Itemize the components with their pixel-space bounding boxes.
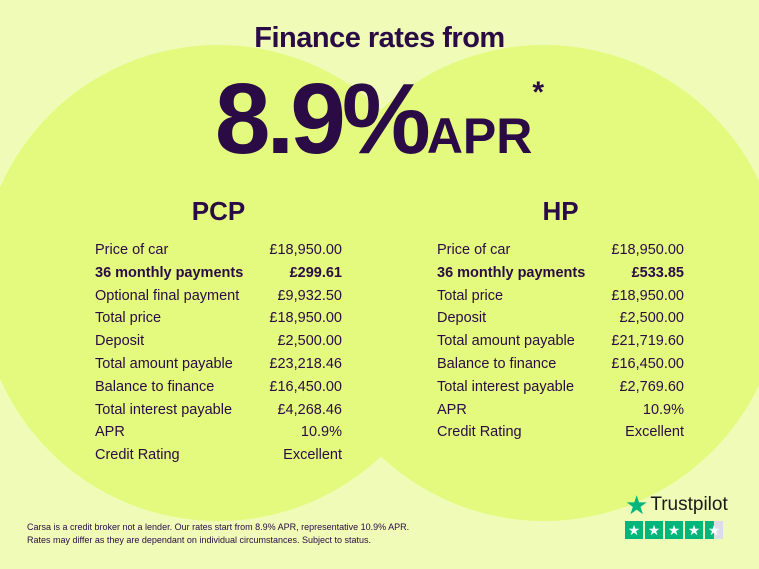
row-label: Deposit	[437, 310, 487, 327]
star-icon: ★	[685, 521, 703, 539]
row-label: APR	[95, 424, 125, 441]
table-row: Total interest payable £4,268.46	[95, 399, 342, 422]
row-label: Total price	[95, 310, 162, 327]
row-label: 36 monthly payments	[437, 264, 586, 281]
table-row: Total price £18,950.00	[437, 285, 684, 308]
disclaimer: Carsa is a credit broker not a lender. O…	[27, 521, 409, 547]
row-label: APR	[437, 401, 467, 418]
row-value: 10.9%	[642, 401, 684, 418]
row-value: £4,268.46	[277, 401, 342, 418]
row-value: £16,450.00	[611, 355, 684, 372]
background-circle-right	[306, 45, 759, 521]
row-label: Total amount payable	[95, 355, 233, 372]
row-value: £2,500.00	[619, 310, 684, 327]
table-row: 36 monthly payments £533.85	[437, 262, 684, 285]
row-value: £533.85	[631, 264, 684, 281]
star-icon: ★	[705, 521, 723, 539]
row-value: £18,950.00	[611, 287, 684, 304]
headline: Finance rates from	[254, 22, 505, 54]
star-icon: ★	[625, 521, 643, 539]
table-row: Price of car £18,950.00	[95, 239, 342, 262]
asterisk: *	[532, 76, 545, 109]
table-row: Deposit £2,500.00	[95, 330, 342, 353]
row-label: Total interest payable	[437, 378, 575, 395]
row-label: Optional final payment	[95, 287, 240, 304]
table-row: Total amount payable £23,218.46	[95, 353, 342, 376]
row-value: Excellent	[625, 424, 684, 441]
trustpilot-label: Trustpilot	[650, 494, 728, 515]
row-value: £23,218.46	[269, 355, 342, 372]
star-icon: ★	[665, 521, 683, 539]
table-row: Price of car £18,950.00	[437, 239, 684, 262]
plan-title: PCP	[191, 196, 246, 226]
row-value: 10.9%	[300, 424, 342, 441]
row-value: £9,932.50	[277, 287, 342, 304]
table-row: Total price £18,950.00	[95, 307, 342, 330]
table-row: Total interest payable £2,769.60	[437, 376, 684, 399]
table-row: APR 10.9%	[437, 399, 684, 422]
row-label: Price of car	[95, 242, 169, 258]
rating-stars: ★ ★ ★ ★ ★	[625, 521, 728, 539]
rate-value: 8.9%	[214, 63, 431, 175]
row-value: £2,769.60	[619, 378, 684, 395]
star-icon: ★	[625, 490, 649, 520]
table-row: Balance to finance £16,450.00	[95, 376, 342, 399]
rate-display: 8.9%APR*	[0, 62, 759, 177]
row-value: £18,950.00	[269, 310, 342, 327]
row-label: Balance to finance	[95, 378, 215, 395]
row-label: Credit Rating	[95, 447, 180, 464]
table-row: 36 monthly payments £299.61	[95, 262, 342, 285]
table-row: Deposit £2,500.00	[437, 307, 684, 330]
table-row: APR 10.9%	[95, 421, 342, 444]
plan-title: HP	[542, 196, 579, 226]
table-row: Total amount payable £21,719.60	[437, 330, 684, 353]
disclaimer-line: Rates may differ as they are dependant o…	[27, 535, 372, 545]
row-value: £16,450.00	[269, 378, 342, 395]
row-label: Total interest payable	[95, 401, 233, 418]
disclaimer-line: Carsa is a credit broker not a lender. O…	[27, 522, 410, 532]
row-label: Price of car	[437, 242, 511, 258]
row-label: Deposit	[95, 333, 145, 350]
pcp-table: PCP Price of car £18,950.00 36 monthly pay…	[95, 196, 342, 467]
row-label: Total price	[437, 287, 504, 304]
star-icon: ★	[645, 521, 663, 539]
row-value: £18,950.00	[269, 242, 342, 258]
row-label: Credit Rating	[437, 424, 522, 441]
row-label: Total amount payable	[437, 333, 575, 350]
row-value: £299.61	[289, 264, 342, 281]
row-label: Balance to finance	[437, 355, 557, 372]
row-value: £2,500.00	[277, 333, 342, 350]
table-row: Credit Rating Excellent	[437, 421, 684, 444]
trustpilot-badge[interactable]: ★ Trustpilot ★ ★ ★ ★ ★	[625, 490, 728, 539]
table-row: Credit Rating Excellent	[95, 444, 342, 467]
table-row: Balance to finance £16,450.00	[437, 353, 684, 376]
rate-suffix: APR	[426, 108, 533, 164]
hp-table: HP Price of car £18,950.00 36 monthly paym…	[437, 196, 684, 444]
table-row: Optional final payment £9,932.50	[95, 285, 342, 308]
row-value: £21,719.60	[611, 333, 684, 350]
row-value: Excellent	[283, 447, 342, 464]
row-value: £18,950.00	[611, 242, 684, 258]
row-label: 36 monthly payments	[95, 264, 244, 281]
